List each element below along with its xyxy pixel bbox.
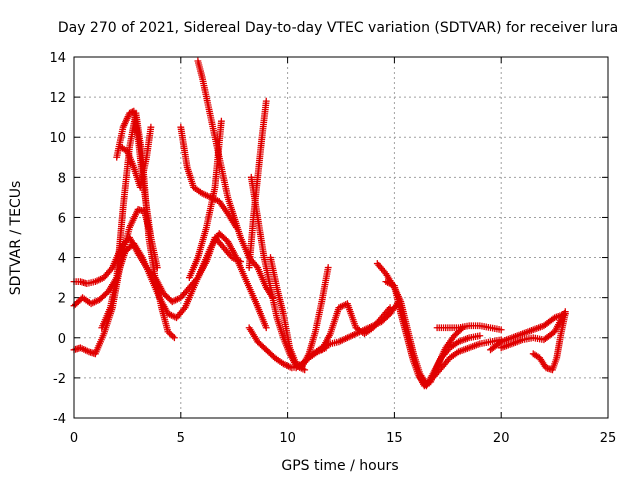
data-point [147, 234, 155, 241]
series-track-g [177, 123, 240, 231]
y-tick-label: 14 [49, 51, 66, 66]
y-tick-labels: -4 -2 0 2 4 6 8 10 12 14 [49, 51, 66, 427]
y-tick-label: 10 [49, 131, 66, 146]
y-axis-label: SDTVAR / TECUs [8, 181, 24, 296]
x-tick-label: 10 [279, 431, 296, 446]
x-tick-label: 20 [493, 431, 510, 446]
plot-frame [73, 56, 609, 419]
chart-title: Day 270 of 2021, Sidereal Day-to-day VTE… [58, 20, 618, 36]
y-tick-label: 6 [58, 211, 66, 226]
data-point [147, 123, 155, 131]
series-track-m [267, 254, 332, 370]
x-tick-label: 5 [177, 431, 185, 446]
y-tick-label: 4 [58, 252, 66, 267]
y-tick-label: -2 [53, 372, 66, 387]
grid-layer [73, 56, 609, 419]
y-tick-label: 2 [58, 292, 66, 307]
series-track-e [113, 107, 155, 241]
data-point [476, 332, 484, 340]
data-point [262, 97, 270, 105]
series-track-t [487, 310, 569, 354]
series-track-v [529, 310, 569, 374]
series-track-r [395, 298, 467, 390]
data-point [561, 310, 569, 318]
data-point [166, 329, 173, 337]
series-track-s [433, 322, 505, 334]
x-tick-labels: 0 5 10 15 20 25 [70, 431, 616, 446]
data-point [164, 328, 172, 336]
x-tick-label: 0 [70, 431, 78, 446]
data-point [169, 332, 177, 340]
data-point [324, 264, 332, 271]
y-tick-label: 12 [49, 91, 66, 106]
data-point [386, 304, 394, 312]
y-tick-label: 0 [58, 332, 66, 347]
series-track-o [318, 300, 394, 354]
data-point [301, 366, 309, 374]
data-points-layer [70, 57, 569, 390]
y-tick-label: -4 [53, 412, 66, 427]
series-track-f [117, 123, 155, 191]
data-point [497, 326, 505, 334]
data-point [170, 334, 178, 342]
data-point [217, 117, 225, 125]
x-axis-label: GPS time / hours [281, 458, 398, 474]
series-track-i [185, 117, 225, 282]
data-point [167, 331, 175, 339]
series-track-j [245, 97, 270, 271]
x-tick-label: 15 [386, 431, 403, 446]
y-tick-label: 8 [58, 171, 66, 186]
x-tick-label: 25 [600, 431, 617, 446]
data-point [262, 324, 270, 332]
